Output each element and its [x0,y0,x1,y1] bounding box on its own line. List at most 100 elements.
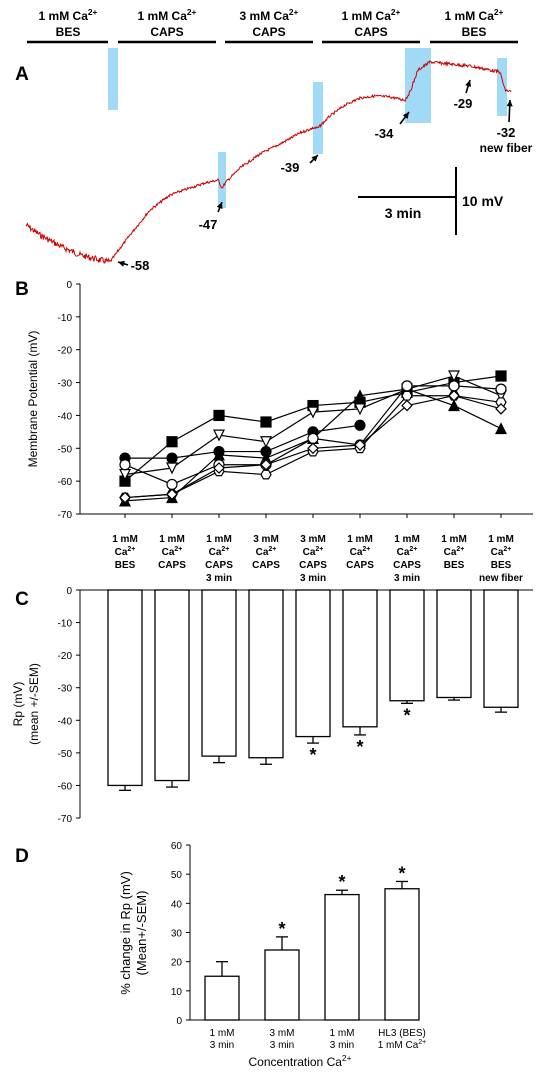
series-marker [166,488,178,501]
y-tick-label: -70 [58,814,73,825]
y-tick-label: -10 [58,313,73,324]
series-marker [401,390,413,401]
y-tick-label: -30 [58,379,73,390]
annotation-arrowhead [118,260,125,267]
bar [295,589,331,738]
x-category-label: 1 mM [210,1028,235,1039]
y-tick-label: -60 [58,781,73,792]
scale-time-label: 3 min [385,205,422,221]
annotation-arrowhead [216,202,223,209]
series-marker [401,399,413,412]
segment-label-line2: CAPS [150,25,183,39]
significance-star: * [403,705,410,725]
x-category-label: 3 min [206,573,232,584]
annotation-arrowhead [311,155,318,162]
panel-d-chart: D 0 10 20 30 40 50 60 % change in Rp (mV) (Mean+/… [15,841,426,1069]
significance-star: * [398,863,405,883]
annotation-value: -58 [131,258,150,273]
y-tick-label: 50 [171,870,183,881]
series-marker [213,429,225,442]
series-line [124,375,502,476]
y-tick-label: 60 [171,841,183,852]
x-category-label: HL3 (BES) [378,1028,426,1039]
y-tick-label: -40 [58,411,73,422]
x-category-label: 1 mM [347,534,373,545]
y-tick-label: 10 [171,987,183,998]
y-tick-label: 20 [171,958,183,969]
significance-star: * [356,737,363,757]
y-tick-label: 0 [176,1016,182,1027]
x-category-label: CAPS [346,560,374,571]
x-category-label: BES [444,560,465,571]
x-category-label: Ca2+ [397,546,418,558]
y-tick-label: 40 [171,899,183,910]
x-category-label: Ca2+ [303,546,324,558]
x-category-label: 1 mM [330,1028,355,1039]
segment-label-line2: BES [462,25,487,39]
series-line [125,424,361,459]
annotation-value: -32 [497,125,516,140]
x-category-label: 3 min [300,573,326,584]
series-marker [166,436,178,448]
solution-change-highlight [497,58,507,116]
segment-label-line1: 1 mM Ca2+ [138,7,197,23]
x-category-label: Ca2+ [444,546,465,558]
segment-label-line1: 1 mM Ca2+ [342,7,401,23]
panel-c-letter: C [15,589,29,610]
annotation-arrowhead [402,112,409,119]
x-category-label: Ca2+ [256,546,277,558]
significance-star: * [309,745,316,765]
y-axis-label-line2: (Mean+/-SEM) [134,891,149,976]
panel-c-chart: C 0 -10 -20 -30 -40 -50 -60 -70 Rp (mV) (mean +/-S… [11,586,533,825]
x-category-label: CAPS [393,560,421,571]
solution-change-highlight [108,48,118,110]
y-tick-label: -30 [58,684,73,695]
series-marker [307,432,319,445]
series-marker [119,459,131,471]
segment-label-line1: 1 mM Ca2+ [39,7,98,23]
x-category-label: Ca2+ [162,546,183,558]
annotation-value: -29 [454,96,473,111]
annotation-value: -39 [281,160,300,175]
y-tick-label: 0 [66,586,72,597]
annotation-value: -47 [199,217,218,232]
y-tick-label: -20 [58,651,73,662]
series-marker [354,389,366,402]
y-axis-label: % change in Rp (mV) [118,871,133,995]
annotation-value: -34 [375,126,395,141]
series-marker [166,452,178,464]
segment-label-line2: CAPS [354,25,387,39]
x-category-label: 1 mM Ca2+ [378,1039,427,1051]
y-axis-label: Membrane Potential (mV) [26,331,40,468]
x-category-label: 3 mM [270,1028,295,1039]
bar [389,589,425,702]
series-marker [307,442,319,455]
x-category-label: Ca2+ [209,546,230,558]
x-category-label: 1 mM [112,534,138,545]
x-category-label: 3 min [330,1040,354,1051]
series-marker [495,403,507,415]
series-marker [213,409,225,422]
x-category-label: CAPS [205,560,233,571]
series-marker [307,406,319,419]
series-marker [166,478,178,491]
new-fiber-label: new fiber [480,141,533,155]
x-category-label: Ca2+ [350,546,371,558]
bar [248,589,284,759]
x-axis-label: Concentration Ca2+ [249,1053,352,1069]
series-marker [354,419,366,431]
scale-voltage-label: 10 mV [462,193,504,209]
significance-star: * [278,919,285,939]
bar [264,949,300,1021]
x-category-label: Ca2+ [115,546,136,558]
segment-label-line2: CAPS [252,25,285,39]
solution-change-highlight [313,82,323,154]
x-category-label: Ca2+ [491,546,512,558]
x-category-label: 3 min [394,573,420,584]
significance-star: * [338,872,345,892]
series-marker [495,383,507,395]
x-category-label: 3 min [210,1040,234,1051]
series-marker [354,439,366,451]
panel-b-letter: B [15,279,29,300]
